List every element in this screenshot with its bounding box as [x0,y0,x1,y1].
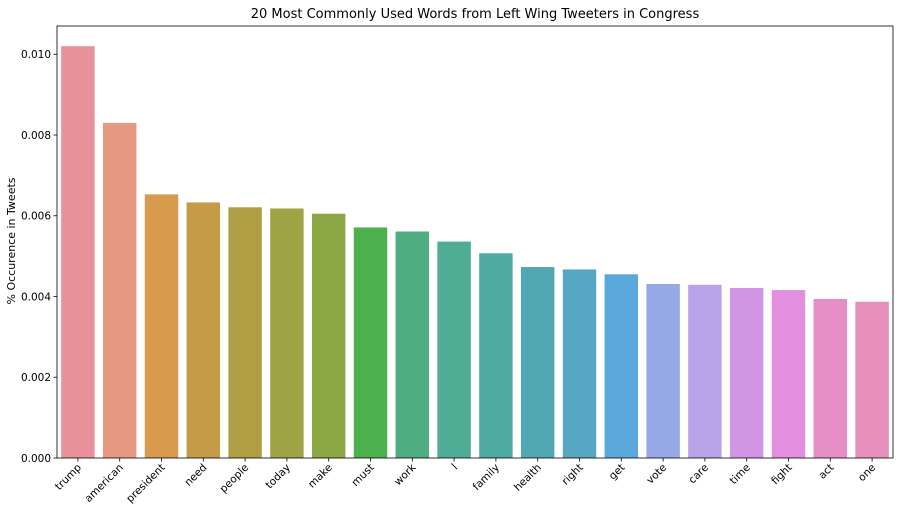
y-tick-label: 0.006 [21,211,51,223]
x-tick-label: one [856,462,878,484]
x-tick-label: need [182,462,209,489]
y-tick-label: 0.010 [21,49,51,61]
x-tick-label: l [450,462,461,473]
bar-act [813,298,848,458]
x-tick-label: fight [769,462,795,488]
bar-need [186,202,221,458]
x-tick-label: health [512,462,544,494]
plot-frame [56,25,894,459]
y-tick-label: 0.004 [21,291,51,303]
x-tick-label: vote [644,462,669,487]
bar-get [604,274,639,458]
x-tick-label: american [83,462,126,505]
bar-right [562,269,597,458]
x-tick-label: today [263,462,293,492]
bar-trump [61,46,95,458]
bar-today [270,208,304,458]
y-axis-label: % Occurence in Tweets [5,177,18,304]
x-tick-label: get [607,462,628,483]
bar-care [688,284,722,458]
bar-fight [771,290,806,458]
bar-one [855,301,889,458]
y-tick-label: 0.008 [21,130,51,142]
x-tick-label: work [392,461,419,488]
bar-l [437,241,471,458]
bar-time [729,288,764,458]
bar-president [144,194,179,459]
bar-must [353,227,388,458]
x-tick-label: act [816,462,836,482]
bar-american [102,122,137,459]
y-tick-label: 0.002 [21,372,51,384]
x-tick-label: care [686,462,711,487]
bar-people [228,207,262,458]
x-tick-label: trump [53,461,84,492]
bar-health [520,267,555,458]
x-tick-label: must [349,462,376,489]
bars-group [61,46,889,459]
x-tick-label: right [560,462,586,488]
y-axis: 0.000 0.002 0.004 0.006 0.008 0.010 [21,49,57,465]
bar-make [311,213,346,458]
x-tick-label: family [471,462,502,493]
bar-work [395,231,430,458]
chart-title: 20 Most Commonly Used Words from Left Wi… [251,7,700,22]
y-tick-label: 0.000 [21,453,51,465]
x-tick-label: time [728,462,753,487]
x-tick-label: president [124,462,167,505]
bar-vote [646,283,680,458]
x-tick-label: people [218,462,252,496]
bar-family [479,253,513,458]
x-tick-label: make [306,462,335,491]
